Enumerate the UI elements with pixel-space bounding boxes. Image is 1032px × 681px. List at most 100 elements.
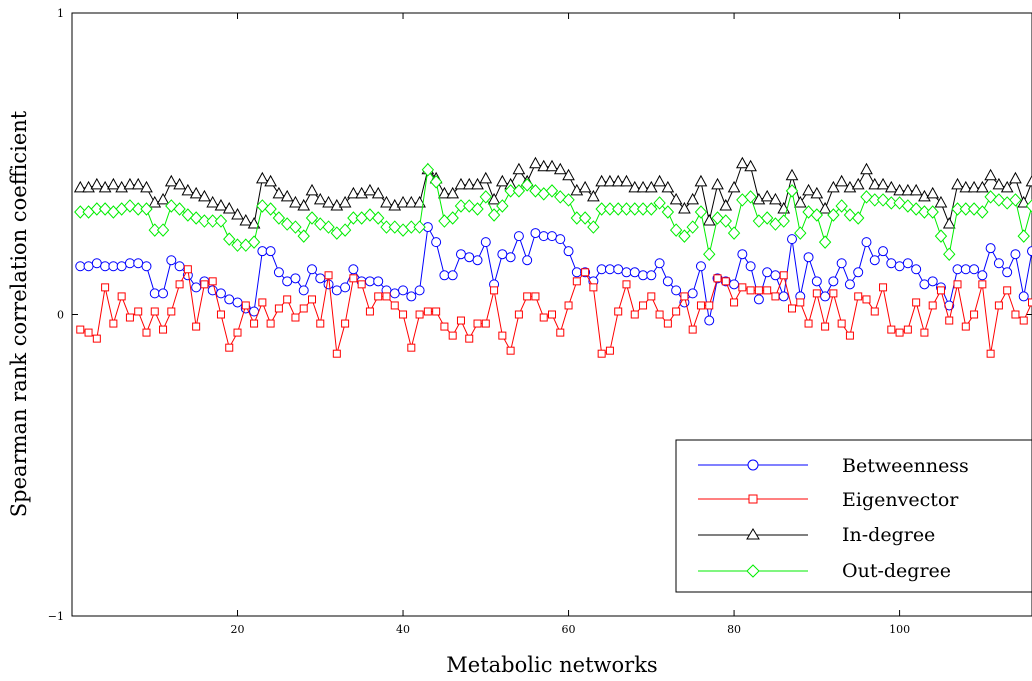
data-point-out-degree	[777, 214, 790, 228]
data-point-in-degree	[131, 177, 145, 190]
data-point-out-degree	[628, 202, 641, 216]
data-point-in-degree	[231, 207, 244, 220]
data-point-betweenness	[215, 288, 226, 299]
data-point-out-degree	[794, 226, 807, 240]
data-point-eigenvector	[804, 319, 813, 328]
data-point-in-degree	[1000, 180, 1014, 193]
data-point-eigenvector	[746, 286, 755, 295]
axis-ticks: 20 40 60 80 100 −1 0 1	[48, 7, 1032, 636]
data-point-eigenvector	[175, 280, 184, 289]
data-point-in-degree	[653, 174, 666, 187]
data-point-betweenness	[513, 231, 524, 242]
y-tick-label: 0	[57, 309, 64, 322]
data-point-eigenvector	[324, 271, 333, 280]
data-point-betweenness	[290, 273, 301, 284]
legend-marker-out-degree	[746, 564, 760, 578]
data-point-betweenness	[869, 255, 880, 266]
data-point-in-degree	[851, 177, 865, 190]
data-point-eigenvector	[879, 283, 888, 292]
data-point-in-degree	[438, 186, 451, 199]
data-point-eigenvector	[961, 322, 970, 331]
x-tick-label: 20	[231, 623, 245, 636]
data-point-betweenness	[323, 279, 334, 290]
data-point-in-degree	[164, 174, 178, 187]
data-point-eigenvector	[730, 298, 739, 307]
data-point-in-degree	[297, 198, 311, 211]
data-point-eigenvector	[374, 292, 383, 301]
data-point-betweenness	[282, 276, 293, 287]
data-point-in-degree	[388, 198, 402, 211]
data-point-in-degree	[264, 174, 277, 187]
data-point-in-degree	[611, 174, 625, 187]
data-point-in-degree	[570, 183, 584, 196]
data-point-out-degree	[74, 205, 87, 219]
data-point-out-degree	[669, 223, 683, 237]
data-point-out-degree	[818, 235, 832, 249]
data-point-in-degree	[537, 159, 551, 172]
data-point-betweenness	[83, 261, 94, 272]
data-point-in-degree	[661, 180, 675, 193]
data-point-eigenvector	[639, 301, 648, 310]
data-point-eigenvector	[581, 268, 590, 277]
data-point-out-degree	[446, 211, 459, 225]
data-point-in-degree	[305, 183, 319, 196]
data-point-eigenvector	[473, 319, 482, 328]
y-axis-label: Spearman rank correlation coefficient	[7, 110, 31, 517]
data-point-out-degree	[1025, 199, 1032, 213]
data-point-in-degree	[1025, 174, 1032, 187]
data-point-eigenvector	[498, 331, 507, 340]
data-point-betweenness	[191, 282, 202, 293]
data-point-in-degree	[860, 162, 873, 175]
data-point-eigenvector	[928, 301, 937, 310]
data-point-eigenvector	[390, 301, 399, 310]
data-point-out-degree	[918, 205, 931, 219]
data-point-betweenness	[969, 264, 980, 275]
data-point-in-degree	[735, 156, 749, 169]
data-point-in-degree	[173, 177, 186, 190]
data-point-eigenvector	[440, 322, 449, 331]
data-point-in-degree	[909, 183, 923, 196]
data-point-betweenness	[298, 285, 309, 296]
data-point-out-degree	[645, 202, 658, 216]
data-point-eigenvector	[556, 328, 565, 337]
data-point-out-degree	[661, 205, 675, 219]
data-point-betweenness	[398, 285, 409, 296]
data-point-in-degree	[587, 189, 600, 202]
data-point-out-degree	[562, 193, 575, 207]
data-point-in-degree	[760, 189, 774, 202]
data-point-in-degree	[918, 189, 931, 202]
data-point-betweenness	[927, 276, 938, 287]
data-point-out-degree	[719, 214, 732, 228]
data-point-eigenvector	[216, 310, 225, 319]
data-point-eigenvector	[109, 319, 118, 328]
data-point-out-degree	[405, 220, 418, 234]
data-point-in-degree	[636, 180, 650, 193]
data-point-eigenvector	[713, 274, 722, 283]
data-point-betweenness	[522, 255, 533, 266]
data-point-in-degree	[810, 186, 824, 199]
legend-item-eigenvector: Eigenvector	[698, 489, 959, 511]
data-point-betweenness	[704, 315, 715, 326]
data-point-in-degree	[222, 201, 236, 214]
series-betweenness	[75, 222, 1032, 326]
data-point-eigenvector	[1003, 286, 1012, 295]
legend-item-in-degree: In-degree	[698, 524, 935, 546]
legend-label-in-degree: In-degree	[842, 524, 935, 546]
data-point-eigenvector	[837, 319, 846, 328]
data-point-eigenvector	[953, 280, 962, 289]
data-point-betweenness	[1027, 246, 1032, 257]
data-point-eigenvector	[862, 295, 871, 304]
data-point-eigenvector	[845, 331, 854, 340]
series-in-degree	[73, 156, 1032, 229]
data-point-out-degree	[156, 223, 170, 237]
series-out-degree	[74, 163, 1032, 261]
data-point-betweenness	[480, 237, 491, 248]
data-point-eigenvector	[316, 319, 325, 328]
data-point-eigenvector	[548, 310, 556, 319]
data-point-eigenvector	[423, 307, 432, 316]
data-point-out-degree	[264, 202, 277, 216]
legend-marker-betweenness	[747, 459, 759, 471]
data-point-out-degree	[785, 184, 799, 198]
data-point-in-degree	[678, 201, 691, 214]
data-point-betweenness	[75, 261, 86, 272]
